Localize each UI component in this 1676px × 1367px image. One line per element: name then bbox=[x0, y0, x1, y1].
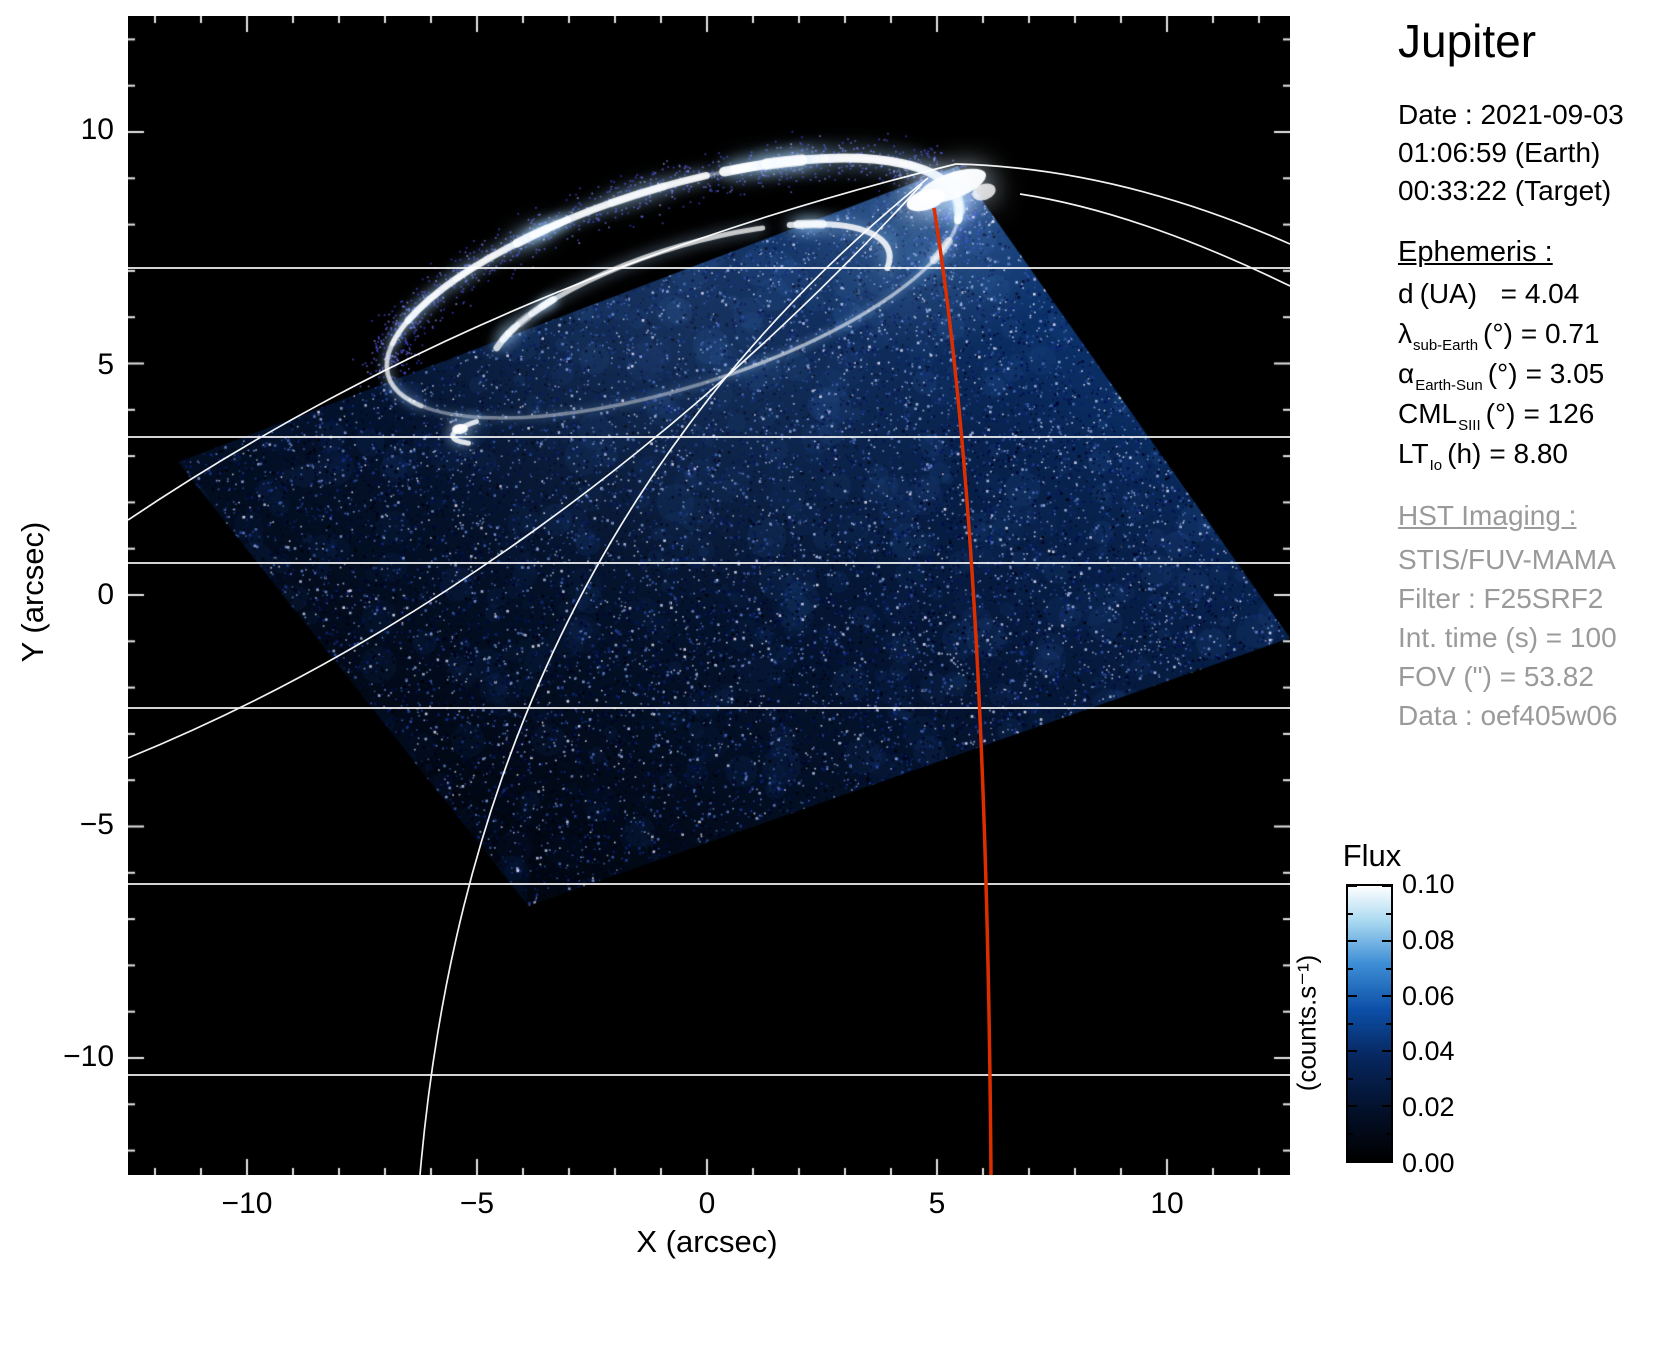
y-tick-label: 5 bbox=[97, 348, 114, 381]
colorbar-tick bbox=[1348, 967, 1353, 970]
hst-fov: FOV (") = 53.82 bbox=[1398, 661, 1594, 692]
hst-data-id: Data : oef405w06 bbox=[1398, 700, 1618, 731]
colorbar-tick bbox=[1348, 1050, 1357, 1052]
observation-date: Date : 2021-09-03 bbox=[1398, 99, 1624, 130]
colorbar-tick-label: 0.10 bbox=[1402, 869, 1455, 899]
ephemeris-symbol: CML bbox=[1398, 398, 1458, 429]
ephemeris-value: = 8.80 bbox=[1489, 438, 1568, 469]
colorbar-tick bbox=[1348, 995, 1357, 997]
y-axis-label: Y (arcsec) bbox=[15, 521, 50, 663]
ephemeris-subscript: SIII bbox=[1458, 417, 1481, 434]
ephemeris-row: LTIo (h) = 8.80 bbox=[1398, 438, 1604, 478]
x-tick-label: −10 bbox=[221, 1187, 273, 1220]
colorbar-tick bbox=[1382, 995, 1391, 997]
ephemeris-value: = 0.71 bbox=[1520, 318, 1600, 349]
ephemeris-subscript: Io bbox=[1429, 457, 1443, 474]
hst-imaging-heading: HST Imaging : bbox=[1398, 500, 1577, 531]
plot-area bbox=[128, 16, 1290, 1175]
colorbar-tick bbox=[1386, 1077, 1391, 1080]
colorbar-gradient bbox=[1346, 884, 1393, 1163]
ephemeris-subscript: Earth-Sun bbox=[1415, 377, 1483, 394]
colorbar-tick bbox=[1382, 885, 1391, 887]
ephemeris-symbol: α bbox=[1398, 358, 1415, 389]
figure-title: Jupiter bbox=[1398, 15, 1537, 67]
colorbar-tick-label: 0.04 bbox=[1402, 1036, 1455, 1066]
colorbar-tick bbox=[1382, 1105, 1391, 1107]
ephemeris-unit: (°) bbox=[1487, 358, 1518, 389]
colorbar-unit-label: (counts.s⁻¹) bbox=[1291, 954, 1322, 1092]
ephemeris-value: = 3.05 bbox=[1525, 358, 1605, 389]
observation-target-time: 00:33:22 (Target) bbox=[1398, 175, 1612, 206]
colorbar-tick bbox=[1386, 967, 1391, 970]
ephemeris-unit: (h) bbox=[1447, 438, 1482, 469]
colorbar-tick-label: 0.00 bbox=[1402, 1148, 1455, 1178]
colorbar-title: Flux bbox=[1342, 838, 1402, 873]
colorbar-tick bbox=[1348, 912, 1353, 915]
colorbar-tick-label: 0.08 bbox=[1402, 925, 1455, 955]
ephemeris-value: = 126 bbox=[1523, 398, 1595, 429]
ephemeris-heading: Ephemeris : bbox=[1398, 236, 1553, 268]
colorbar-tick bbox=[1348, 940, 1357, 942]
ephemeris-symbol: d bbox=[1398, 278, 1414, 309]
y-tick-label: −10 bbox=[63, 1040, 114, 1073]
colorbar-tick bbox=[1348, 1022, 1353, 1025]
colorbar-tick bbox=[1348, 885, 1357, 887]
hst-filter: Filter : F25SRF2 bbox=[1398, 583, 1604, 614]
colorbar-tick bbox=[1382, 940, 1391, 942]
x-tick-label: 10 bbox=[1150, 1187, 1184, 1220]
ephemeris-subscript: sub-Earth bbox=[1413, 337, 1479, 354]
colorbar-tick bbox=[1386, 1132, 1391, 1135]
y-tick-label: 0 bbox=[97, 578, 114, 611]
y-tick-label: 10 bbox=[80, 113, 114, 146]
ephemeris-row: CMLSIII (°) = 126 bbox=[1398, 398, 1604, 438]
colorbar-tick-label: 0.06 bbox=[1402, 981, 1455, 1011]
observation-block: Date : 2021-09-03 01:06:59 (Earth) 00:33… bbox=[1398, 96, 1624, 210]
y-tick-label: −5 bbox=[79, 808, 114, 841]
x-tick-label: −5 bbox=[459, 1187, 495, 1220]
fuv-image-canvas bbox=[128, 16, 1290, 1175]
colorbar-tick bbox=[1348, 1160, 1357, 1162]
hst-instrument: STIS/FUV-MAMA bbox=[1398, 544, 1616, 575]
ephemeris-unit: (°) bbox=[1483, 318, 1513, 349]
ephemeris-unit: (°) bbox=[1485, 398, 1516, 429]
colorbar-tick bbox=[1382, 1160, 1391, 1162]
ephemeris-row: d (UA) = 4.04 bbox=[1398, 278, 1604, 318]
colorbar-tick bbox=[1386, 1022, 1391, 1025]
x-axis-label: X (arcsec) bbox=[636, 1224, 778, 1259]
hst-imaging-block: STIS/FUV-MAMA Filter : F25SRF2 Int. time… bbox=[1398, 540, 1618, 735]
ephemeris-value: = 4.04 bbox=[1485, 278, 1580, 309]
colorbar-tick-label: 0.02 bbox=[1402, 1092, 1455, 1122]
hst-int-time: Int. time (s) = 100 bbox=[1398, 622, 1617, 653]
ephemeris-unit: (UA) bbox=[1419, 278, 1478, 309]
ephemeris-row: αEarth-Sun (°) = 3.05 bbox=[1398, 358, 1604, 398]
ephemeris-symbol: LT bbox=[1398, 438, 1429, 469]
colorbar-tick bbox=[1386, 912, 1391, 915]
colorbar-tick bbox=[1348, 1105, 1357, 1107]
x-tick-label: 0 bbox=[698, 1187, 716, 1220]
ephemeris-rows: d (UA) = 4.04 λsub-Earth (°) = 0.71 αEarth-… bbox=[1398, 278, 1604, 478]
ephemeris-symbol: λ bbox=[1398, 318, 1412, 349]
observation-earth-time: 01:06:59 (Earth) bbox=[1398, 137, 1601, 168]
colorbar-tick bbox=[1348, 1132, 1353, 1135]
x-tick-label: 5 bbox=[928, 1187, 946, 1220]
colorbar-tick bbox=[1382, 1050, 1391, 1052]
colorbar-tick bbox=[1348, 1077, 1353, 1080]
ephemeris-row: λsub-Earth (°) = 0.71 bbox=[1398, 318, 1604, 358]
